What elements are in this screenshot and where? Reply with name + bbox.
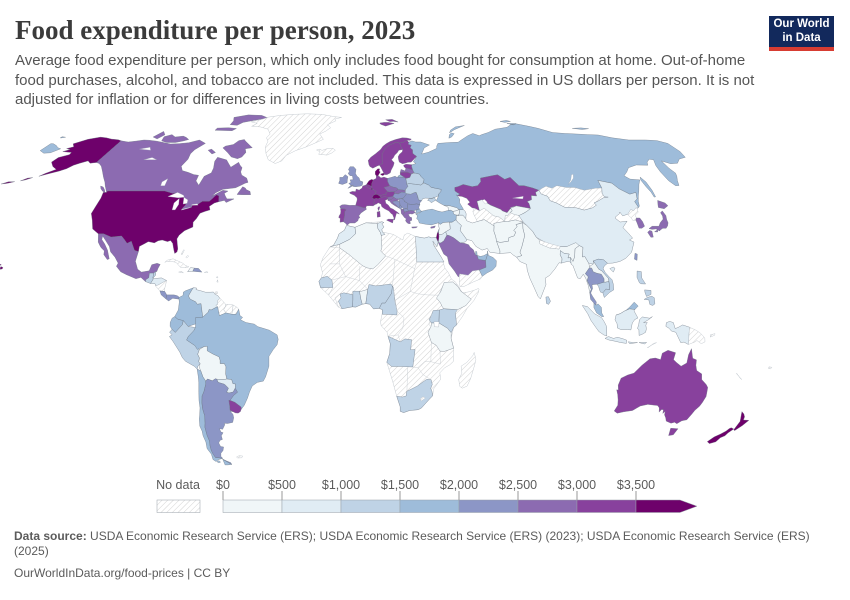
svg-text:No data: No data — [156, 478, 200, 492]
svg-text:$1,500: $1,500 — [381, 478, 419, 492]
svg-text:$1,000: $1,000 — [322, 478, 360, 492]
svg-text:$3,000: $3,000 — [558, 478, 596, 492]
svg-text:$0: $0 — [216, 478, 230, 492]
svg-text:$2,000: $2,000 — [440, 478, 478, 492]
svg-text:$2,500: $2,500 — [499, 478, 537, 492]
svg-text:$3,500: $3,500 — [617, 478, 655, 492]
svg-text:$500: $500 — [268, 478, 296, 492]
